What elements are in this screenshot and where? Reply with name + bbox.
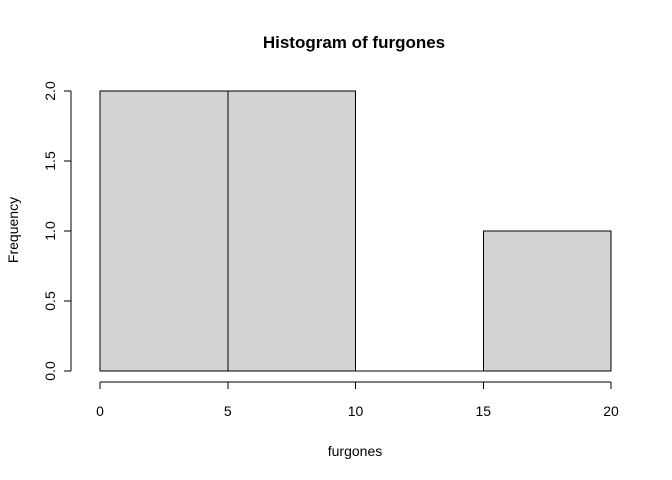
x-axis: 0 5 10 15 20 — [96, 381, 619, 419]
histogram-bar-3 — [482, 230, 612, 372]
histogram-bar-0 — [99, 90, 229, 372]
x-tick-label-2: 10 — [348, 403, 364, 419]
y-tick-label-1: 0.5 — [42, 291, 58, 311]
y-tick-label-2: 1.0 — [42, 221, 58, 241]
x-tick-label-0: 0 — [96, 403, 104, 419]
y-tick-label-4: 2.0 — [42, 81, 58, 101]
x-tick-label-1: 5 — [224, 403, 232, 419]
y-tick-label-3: 1.5 — [42, 151, 58, 171]
x-axis-label: furgones — [328, 443, 382, 459]
y-axis: 0.0 0.5 1.0 1.5 2.0 — [42, 81, 72, 381]
y-tick-label-0: 0.0 — [42, 361, 58, 381]
x-tick-label-3: 15 — [475, 403, 491, 419]
histogram-bar-1 — [227, 90, 356, 372]
chart-title: Histogram of furgones — [263, 33, 445, 52]
x-tick-label-4: 20 — [603, 403, 619, 419]
y-axis-label: Frequency — [5, 197, 21, 263]
bars-group — [99, 90, 612, 372]
